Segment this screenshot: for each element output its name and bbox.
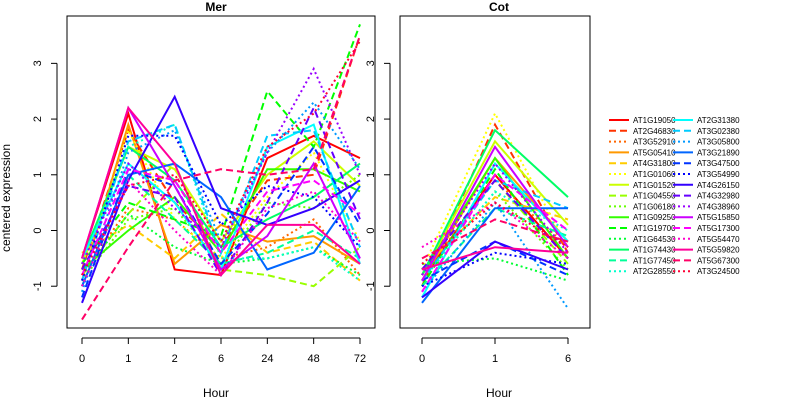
- cot-y-tick-label: 3: [365, 60, 377, 66]
- cot-series-line-at1g01520: [421, 139, 569, 276]
- mer-series-line-at1g19700: [81, 24, 361, 265]
- legend-label-at3g47500: AT3G47500: [697, 159, 740, 168]
- mer-series-line-at5g67300: [81, 35, 361, 321]
- legend-label-at3g24500: AT3G24500: [697, 267, 740, 276]
- mer-x-tick-label: 6: [218, 353, 224, 365]
- mer-panel: Mer 0 1 2 6 24 48 72 -1 0 1 2 3 Hour: [32, 0, 376, 400]
- cot-series-line-at5g67300: [421, 218, 569, 260]
- cot-series-line-at4g32980: [421, 178, 569, 271]
- mer-x-tick-label: 72: [354, 353, 366, 365]
- legend-label-at2g28550: AT2G28550: [633, 267, 676, 276]
- mer-x-tick-label: 2: [172, 353, 178, 365]
- cot-series-line-at5g17300: [421, 173, 569, 293]
- cot-plot-frame: [399, 15, 591, 329]
- mer-x-tick-label: 48: [308, 353, 320, 365]
- legend-label-at1g04550: AT1G04550: [633, 192, 676, 201]
- mer-x-axis-label: Hour: [203, 386, 229, 400]
- legend-label-at1g19700: AT1G19700: [633, 224, 676, 233]
- cot-series-line-at5g15850: [421, 145, 569, 282]
- mer-plot-frame: [66, 15, 376, 329]
- legend-label-at1g77450: AT1G77450: [633, 256, 676, 265]
- mer-y-tick-label: -1: [32, 281, 44, 291]
- cot-series-line-at5g59820: [421, 246, 569, 271]
- mer-x-tick-label: 1: [125, 353, 131, 365]
- cot-y-tick-label: 2: [365, 116, 377, 122]
- cot-series-line-at1g74430: [421, 128, 569, 276]
- cot-y-tick-label: -1: [365, 281, 377, 291]
- cot-series-line-at4g26150: [421, 240, 569, 299]
- cot-panel-title: Cot: [489, 0, 509, 14]
- mer-series-line-at3g02380: [81, 123, 361, 281]
- legend-label-at4g38960: AT4G38960: [697, 202, 740, 211]
- legend-label-at5g67300: AT5G67300: [697, 256, 740, 265]
- cot-panel: Cot 0 1 6 -1 0 1 2 3 Hour: [365, 0, 591, 400]
- cot-series-line-at4g38960: [421, 161, 569, 276]
- cot-x-axis-label: Hour: [486, 386, 512, 400]
- cot-x-tick-label: 1: [492, 353, 498, 365]
- mer-panel-title: Mer: [205, 0, 227, 14]
- mer-series-line-at4g38960: [81, 66, 361, 265]
- legend-label-at3g52910: AT3G52910: [633, 138, 676, 147]
- mer-series-line-at3g05800: [81, 100, 361, 293]
- cot-x-tick-label: 6: [565, 353, 571, 365]
- legend-label-at4g32980: AT4G32980: [697, 192, 740, 201]
- mer-series-line-at3g52910: [81, 207, 361, 276]
- legend-label-at1g74430: AT1G74430: [633, 246, 676, 255]
- legend-label-at2g31380: AT2G31380: [697, 116, 740, 125]
- legend-label-at5g59820: AT5G59820: [697, 246, 740, 255]
- mer-series-line-at3g21890: [81, 162, 361, 287]
- cot-x-tick-label: 0: [419, 353, 425, 365]
- legend-label-at3g54990: AT3G54990: [697, 170, 740, 179]
- mer-series-line-at5g54470: [81, 178, 361, 287]
- mer-series-line-at5g05410: [81, 121, 361, 281]
- mer-series-lines: [81, 24, 361, 321]
- mer-y-tick-label: 0: [32, 227, 44, 233]
- legend-label-at5g54470: AT5G54470: [697, 235, 740, 244]
- cot-y-tick-label: 0: [365, 227, 377, 233]
- legend-label-at1g06180: AT1G06180: [633, 202, 676, 211]
- legend-label-at4g26150: AT4G26150: [697, 181, 740, 190]
- legend-label-at1g64530: AT1G64530: [633, 235, 676, 244]
- mer-series-line-at1g64530: [81, 212, 361, 276]
- cot-series-line-at2g28550: [421, 190, 569, 282]
- legend-label-at5g05410: AT5G05410: [633, 148, 676, 157]
- cot-series-line-at3g54990: [421, 251, 569, 288]
- mer-series-line-at2g28550: [81, 123, 361, 282]
- cot-series-lines: [421, 111, 569, 310]
- cot-axes: 0 1 6 -1 0 1 2 3: [365, 60, 571, 365]
- mer-y-tick-label: 3: [32, 60, 44, 66]
- legend-label-at3g02380: AT3G02380: [697, 127, 740, 136]
- legend-label-at3g05800: AT3G05800: [697, 138, 740, 147]
- legend-label-at1g19050: AT1G19050: [633, 116, 676, 125]
- mer-series-line-at3g24500: [81, 40, 361, 276]
- mer-series-line-at5g17300: [81, 168, 361, 276]
- legend-label-at1g09250: AT1G09250: [633, 213, 676, 222]
- cot-series-line-at3g21890: [421, 207, 568, 304]
- legend-label-at5g17300: AT5G17300: [697, 224, 740, 233]
- legend-label-at3g21890: AT3G21890: [697, 148, 740, 157]
- mer-y-tick-label: 1: [32, 172, 44, 178]
- legend-label-at5g15850: AT5G15850: [697, 213, 740, 222]
- cot-y-tick-label: 1: [365, 172, 377, 178]
- legend-label-at4g31800: AT4G31800: [633, 159, 676, 168]
- mer-y-tick-label: 2: [32, 116, 44, 122]
- legend-label-at1g01520: AT1G01520: [633, 181, 676, 190]
- mer-x-tick-label: 0: [79, 353, 85, 365]
- mer-x-tick-label: 24: [261, 353, 273, 365]
- mer-axes: 0 1 2 6 24 48 72 -1 0 1 2 3: [32, 60, 366, 365]
- legend-label-at1g01060: AT1G01060: [633, 170, 676, 179]
- legend-label-at2g46830: AT2G46830: [633, 127, 676, 136]
- mer-series-line-at5g59820: [81, 105, 361, 277]
- cot-series-line-at3g24500: [421, 201, 569, 265]
- cot-series-line-at1g77450: [421, 207, 569, 287]
- mer-series-line-at1g04550: [81, 161, 361, 288]
- y-axis-label: centered expression: [0, 144, 13, 252]
